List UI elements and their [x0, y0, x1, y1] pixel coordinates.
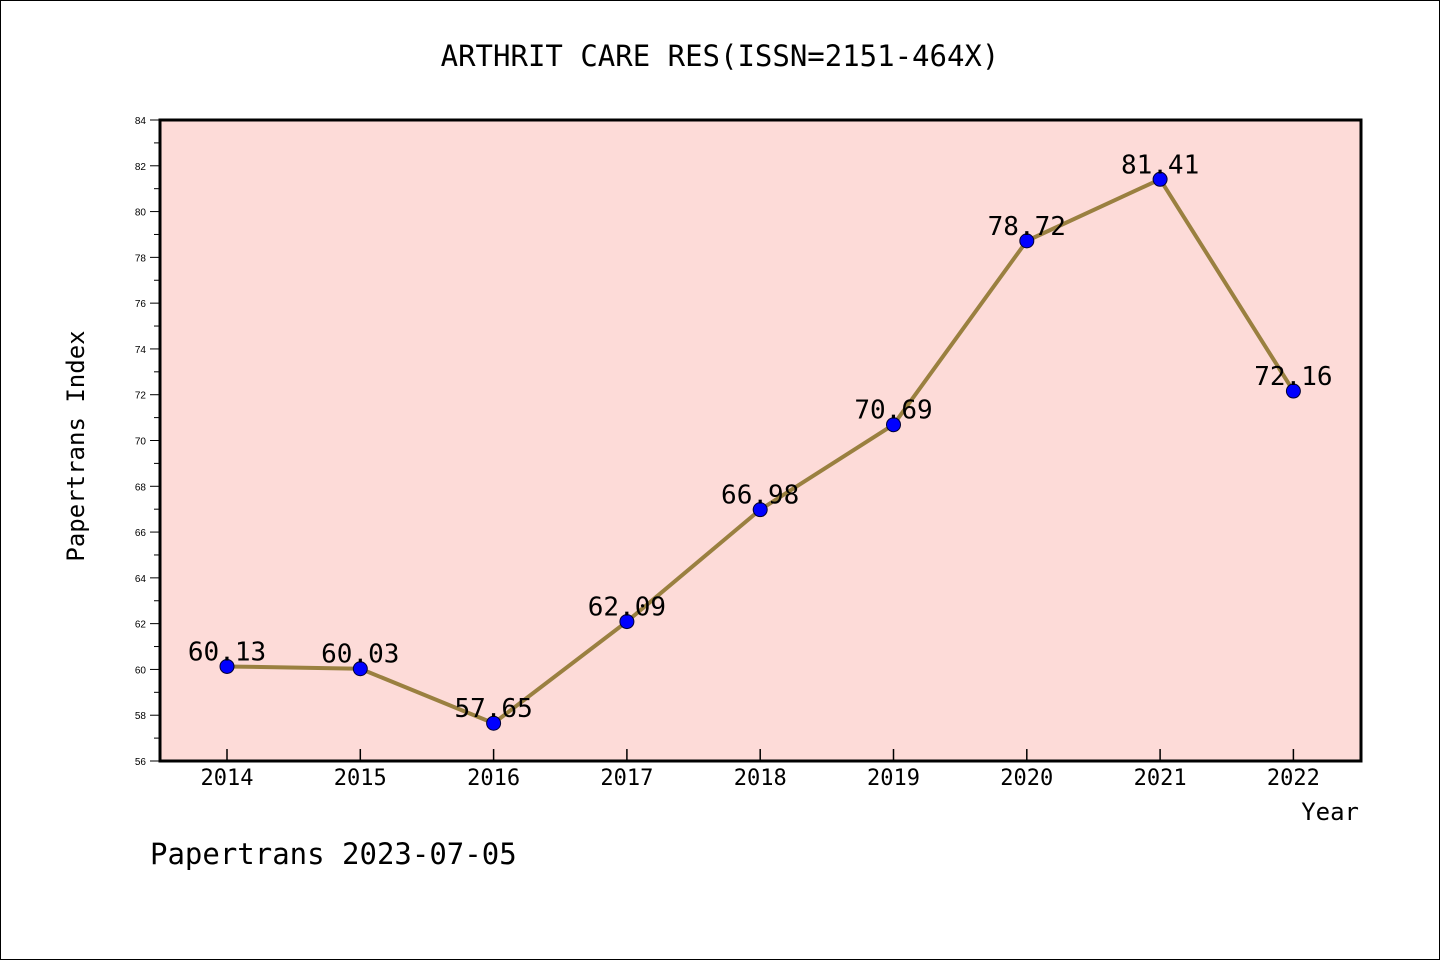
x-tick-label: 2016 [467, 766, 520, 791]
data-point [886, 417, 901, 433]
data-labels: 60.13 60.03 57.65 62.09 66.98 70.69 78.72 81.41… [188, 150, 1333, 724]
series-line [219, 171, 1301, 731]
y-tick-label: 66 [135, 528, 147, 539]
y-tick-label: 58 [135, 711, 147, 722]
y-tick-label: 56 [135, 757, 147, 768]
data-label: 60.13 [188, 637, 266, 667]
data-label: 70.69 [854, 396, 932, 426]
x-axis-label: Year [1301, 798, 1359, 826]
footer-text: Papertrans 2023-07-05 [150, 837, 517, 871]
data-label: 81.41 [1121, 150, 1199, 180]
y-tick-label: 64 [135, 574, 147, 585]
y-tick-label: 80 [135, 208, 147, 219]
x-tick-label: 2017 [600, 766, 653, 791]
data-label: 66.98 [721, 481, 799, 511]
data-label: 72.16 [1254, 362, 1332, 392]
y-tick-label: 78 [135, 253, 147, 264]
data-label: 62.09 [588, 593, 666, 623]
y-tick-label: 62 [135, 620, 147, 631]
x-tick-label: 2021 [1134, 766, 1187, 791]
data-point [219, 658, 235, 674]
y-axis-label: Papertrans Index [62, 330, 90, 561]
y-tick-label: 68 [135, 482, 147, 493]
y-tick-label: 70 [135, 437, 147, 448]
y-tick-label: 84 [135, 116, 147, 127]
y-tick-label: 60 [135, 665, 147, 676]
x-axis: 2014 2015 2016 2017 2018 2019 2020 2021 2022 [201, 749, 1320, 791]
x-tick-label: 2019 [867, 766, 920, 791]
x-tick-label: 2018 [734, 766, 787, 791]
y-axis: 56 58 60 62 64 66 68 70 72 74 76 78 80 82 84 [135, 116, 160, 768]
data-label: 78.72 [988, 212, 1066, 242]
data-point [1285, 383, 1301, 399]
data-point [752, 502, 768, 518]
data-point [486, 715, 502, 731]
x-tick-label: 2015 [334, 766, 387, 791]
data-point [619, 614, 635, 630]
y-tick-label: 82 [135, 162, 147, 173]
chart-title: ARTHRIT CARE RES(ISSN=2151-464X) [441, 39, 1000, 73]
y-tick-label: 74 [135, 345, 147, 356]
x-tick-label: 2014 [201, 766, 254, 791]
y-tick-label: 76 [135, 299, 147, 310]
plot-border [158, 118, 1363, 763]
x-tick-label: 2020 [1000, 766, 1053, 791]
data-point [1019, 233, 1035, 249]
data-point [352, 661, 368, 677]
plot-area [160, 120, 1361, 761]
data-label: 57.65 [454, 694, 532, 724]
x-tick-label: 2022 [1267, 766, 1320, 791]
data-label: 60.03 [321, 640, 399, 670]
data-point [1152, 171, 1168, 187]
y-tick-label: 72 [135, 391, 147, 402]
